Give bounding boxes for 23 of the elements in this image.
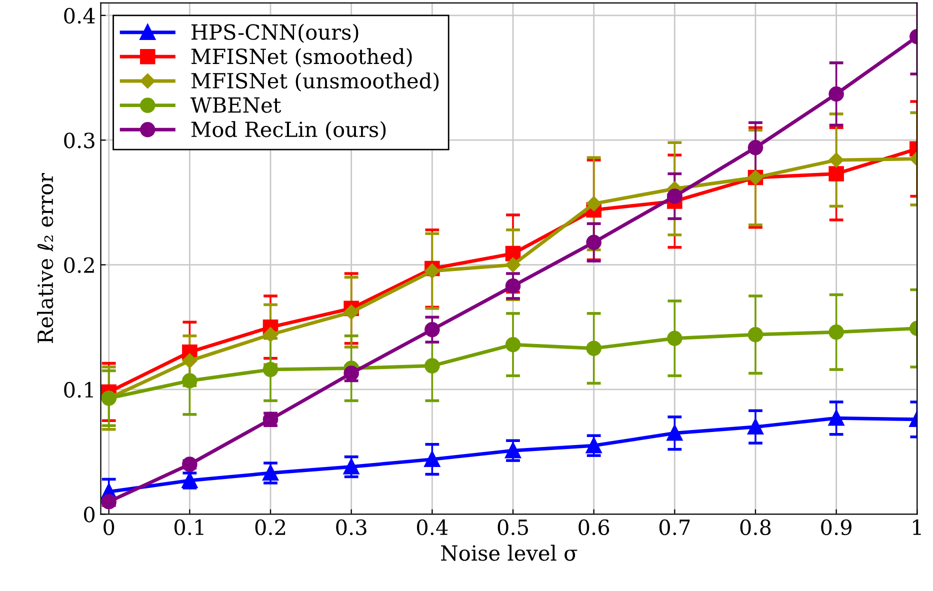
x-tick-label: 0.5 [498, 519, 528, 536]
x-tick-label: 0.6 [578, 519, 610, 536]
y-tick-label: 0.3 [64, 132, 94, 148]
y-axis-title: Relative ℓ₂ error [37, 172, 54, 344]
x-tick-label: 1 [913, 519, 921, 535]
y-tick-label: 0.2 [64, 257, 94, 274]
legend-label: MFISNet (unsmoothed) [191, 72, 439, 92]
x-tick-label: 0.3 [336, 519, 366, 536]
x-tick-label: 0 [104, 519, 114, 536]
legend-label: HPS-CNN(ours) [191, 24, 358, 43]
legend-label: Mod RecLin (ours) [191, 121, 386, 140]
x-tick-label: 0.2 [255, 519, 286, 536]
x-tick-label: 0.1 [174, 519, 204, 536]
x-tick-label: 0.8 [740, 519, 771, 536]
y-tick-label: 0.1 [64, 382, 93, 398]
legend-label: WBENet [190, 97, 282, 113]
x-tick-label: 0.4 [416, 519, 448, 536]
x-tick-label: 0.7 [659, 519, 690, 536]
y-tick-label: 0 [84, 506, 95, 522]
legend-label: MFISNet (smoothed) [191, 48, 412, 68]
x-tick-label: 0.9 [821, 519, 852, 536]
y-tick-label: 0.4 [64, 8, 95, 24]
x-axis-title: Noise level σ [441, 544, 578, 561]
